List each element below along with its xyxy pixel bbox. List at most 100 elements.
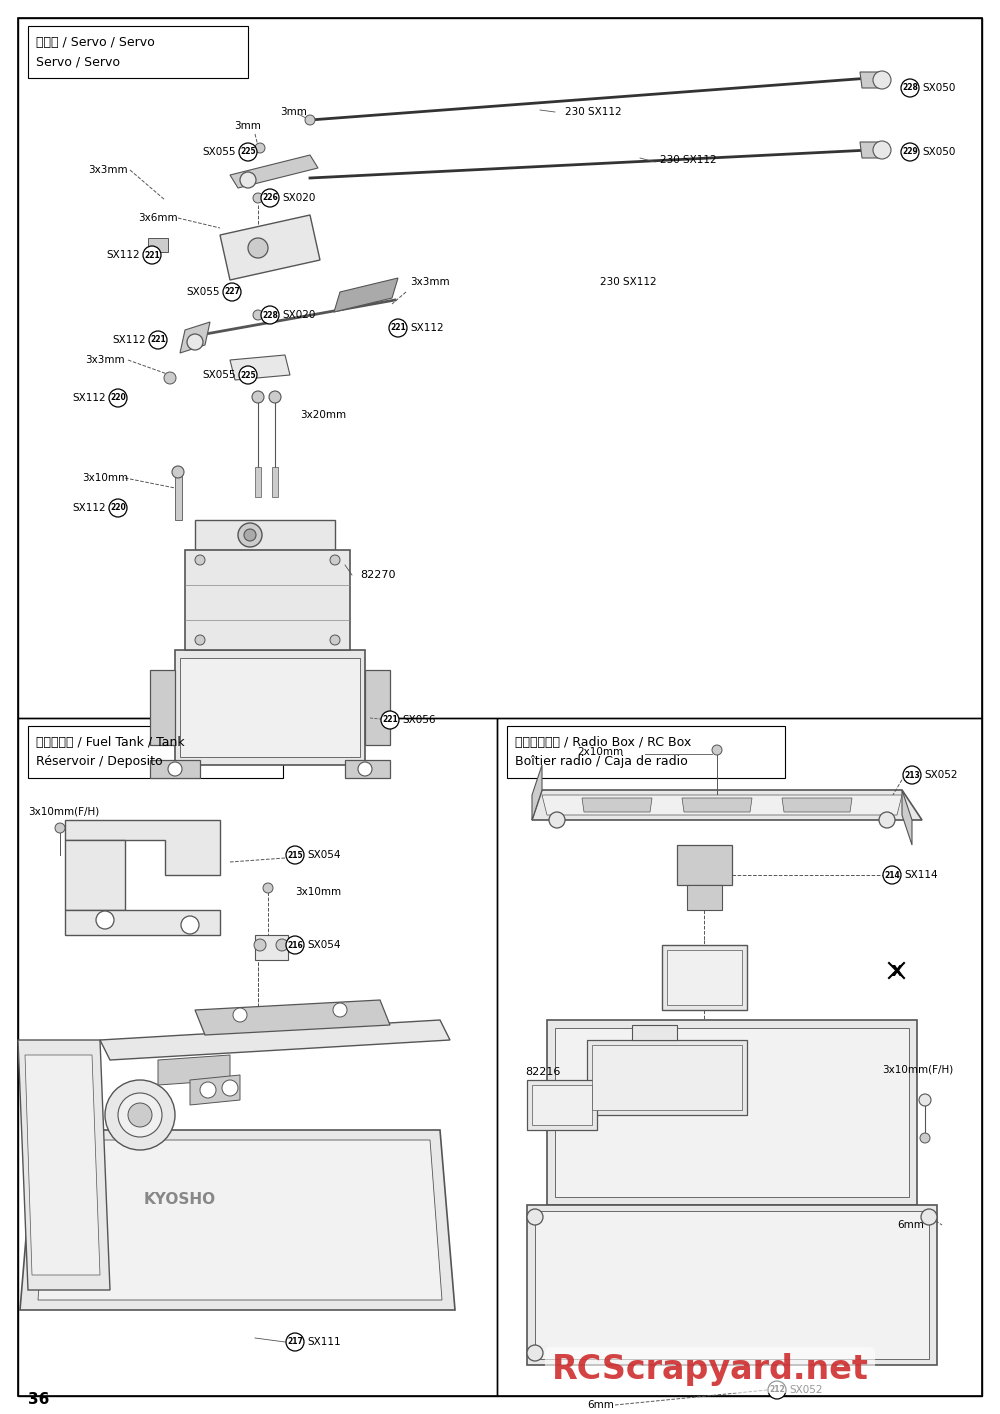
Circle shape (168, 762, 182, 776)
Circle shape (901, 79, 919, 98)
Circle shape (255, 143, 265, 153)
Polygon shape (632, 1025, 677, 1041)
Text: 3mm: 3mm (235, 122, 261, 132)
Text: SX052: SX052 (924, 771, 958, 781)
Circle shape (164, 372, 176, 385)
Polygon shape (662, 945, 747, 1010)
Polygon shape (38, 1140, 442, 1299)
Circle shape (919, 1094, 931, 1106)
Text: 213: 213 (904, 771, 920, 779)
Text: SX055: SX055 (186, 287, 220, 297)
Polygon shape (535, 1210, 929, 1359)
Text: SX112: SX112 (106, 250, 140, 260)
Polygon shape (150, 670, 175, 745)
Polygon shape (587, 1041, 747, 1116)
Text: 3x20mm: 3x20mm (300, 410, 346, 420)
Circle shape (248, 238, 268, 257)
Bar (28, 25, 248, 78)
Circle shape (149, 331, 167, 349)
Polygon shape (860, 72, 882, 88)
Text: メカボックス / Radio Box / RC Box: メカボックス / Radio Box / RC Box (515, 735, 691, 748)
Text: SX020: SX020 (282, 192, 315, 204)
Circle shape (527, 1209, 543, 1225)
Polygon shape (158, 1055, 230, 1085)
Text: 221: 221 (150, 335, 166, 345)
Text: SX111: SX111 (307, 1338, 341, 1348)
Text: 3mm: 3mm (280, 107, 307, 117)
Polygon shape (667, 950, 742, 1005)
Polygon shape (255, 935, 288, 960)
Circle shape (883, 865, 901, 884)
Circle shape (187, 334, 203, 351)
Text: 217: 217 (287, 1338, 303, 1346)
Circle shape (873, 71, 891, 89)
Polygon shape (195, 1000, 390, 1035)
Text: 225: 225 (240, 147, 256, 157)
Polygon shape (65, 820, 220, 875)
Bar (175, 475, 182, 520)
Text: 225: 225 (240, 370, 256, 379)
Circle shape (96, 911, 114, 929)
Circle shape (269, 392, 281, 403)
Text: SX020: SX020 (282, 310, 315, 320)
Text: 228: 228 (902, 83, 918, 92)
Circle shape (252, 392, 264, 403)
Bar (497, 718, 982, 1396)
Polygon shape (180, 322, 210, 354)
Text: 214: 214 (884, 871, 900, 880)
Polygon shape (25, 1055, 100, 1275)
Text: 6mm: 6mm (897, 1220, 924, 1230)
Text: 2x10mm: 2x10mm (577, 747, 623, 756)
Text: Boîtier radio / Caja de radio: Boîtier radio / Caja de radio (515, 755, 688, 768)
Circle shape (276, 939, 288, 952)
Circle shape (712, 745, 722, 755)
Circle shape (240, 173, 256, 188)
Circle shape (238, 523, 262, 547)
Text: SX050: SX050 (922, 147, 955, 157)
Circle shape (195, 635, 205, 645)
Circle shape (261, 189, 279, 206)
Text: x: x (891, 960, 903, 980)
Polygon shape (782, 797, 852, 812)
Text: 212: 212 (769, 1386, 785, 1394)
Text: SX112: SX112 (112, 335, 146, 345)
Circle shape (233, 1008, 247, 1022)
Text: 6mm: 6mm (587, 1400, 614, 1410)
Polygon shape (687, 885, 722, 911)
Polygon shape (220, 215, 320, 280)
Bar (272, 467, 278, 496)
Polygon shape (230, 355, 290, 380)
Polygon shape (180, 658, 360, 756)
Circle shape (128, 1103, 152, 1127)
Polygon shape (547, 1019, 917, 1205)
Text: 82216: 82216 (525, 1068, 560, 1077)
Circle shape (239, 366, 257, 385)
Polygon shape (582, 797, 652, 812)
Circle shape (358, 762, 372, 776)
Circle shape (55, 823, 65, 833)
Polygon shape (527, 1080, 597, 1130)
Circle shape (105, 1080, 175, 1150)
Bar (255, 467, 261, 496)
Polygon shape (542, 795, 902, 814)
Polygon shape (20, 1130, 455, 1309)
Polygon shape (677, 846, 732, 885)
Text: 燃料タンク / Fuel Tank / Tank: 燃料タンク / Fuel Tank / Tank (36, 735, 185, 748)
Text: 226: 226 (262, 194, 278, 202)
Polygon shape (175, 650, 365, 765)
Circle shape (143, 246, 161, 264)
Text: SX055: SX055 (202, 147, 236, 157)
Text: SX054: SX054 (307, 850, 340, 860)
Circle shape (254, 939, 266, 952)
Text: 3x6mm: 3x6mm (138, 214, 178, 223)
Text: SX055: SX055 (202, 370, 236, 380)
Polygon shape (65, 840, 125, 911)
Circle shape (181, 916, 199, 935)
Polygon shape (230, 156, 318, 188)
Circle shape (239, 143, 257, 161)
Polygon shape (150, 759, 200, 778)
Text: 220: 220 (110, 503, 126, 512)
Polygon shape (555, 1028, 909, 1198)
Text: 82270: 82270 (360, 570, 396, 580)
Polygon shape (527, 1205, 937, 1365)
